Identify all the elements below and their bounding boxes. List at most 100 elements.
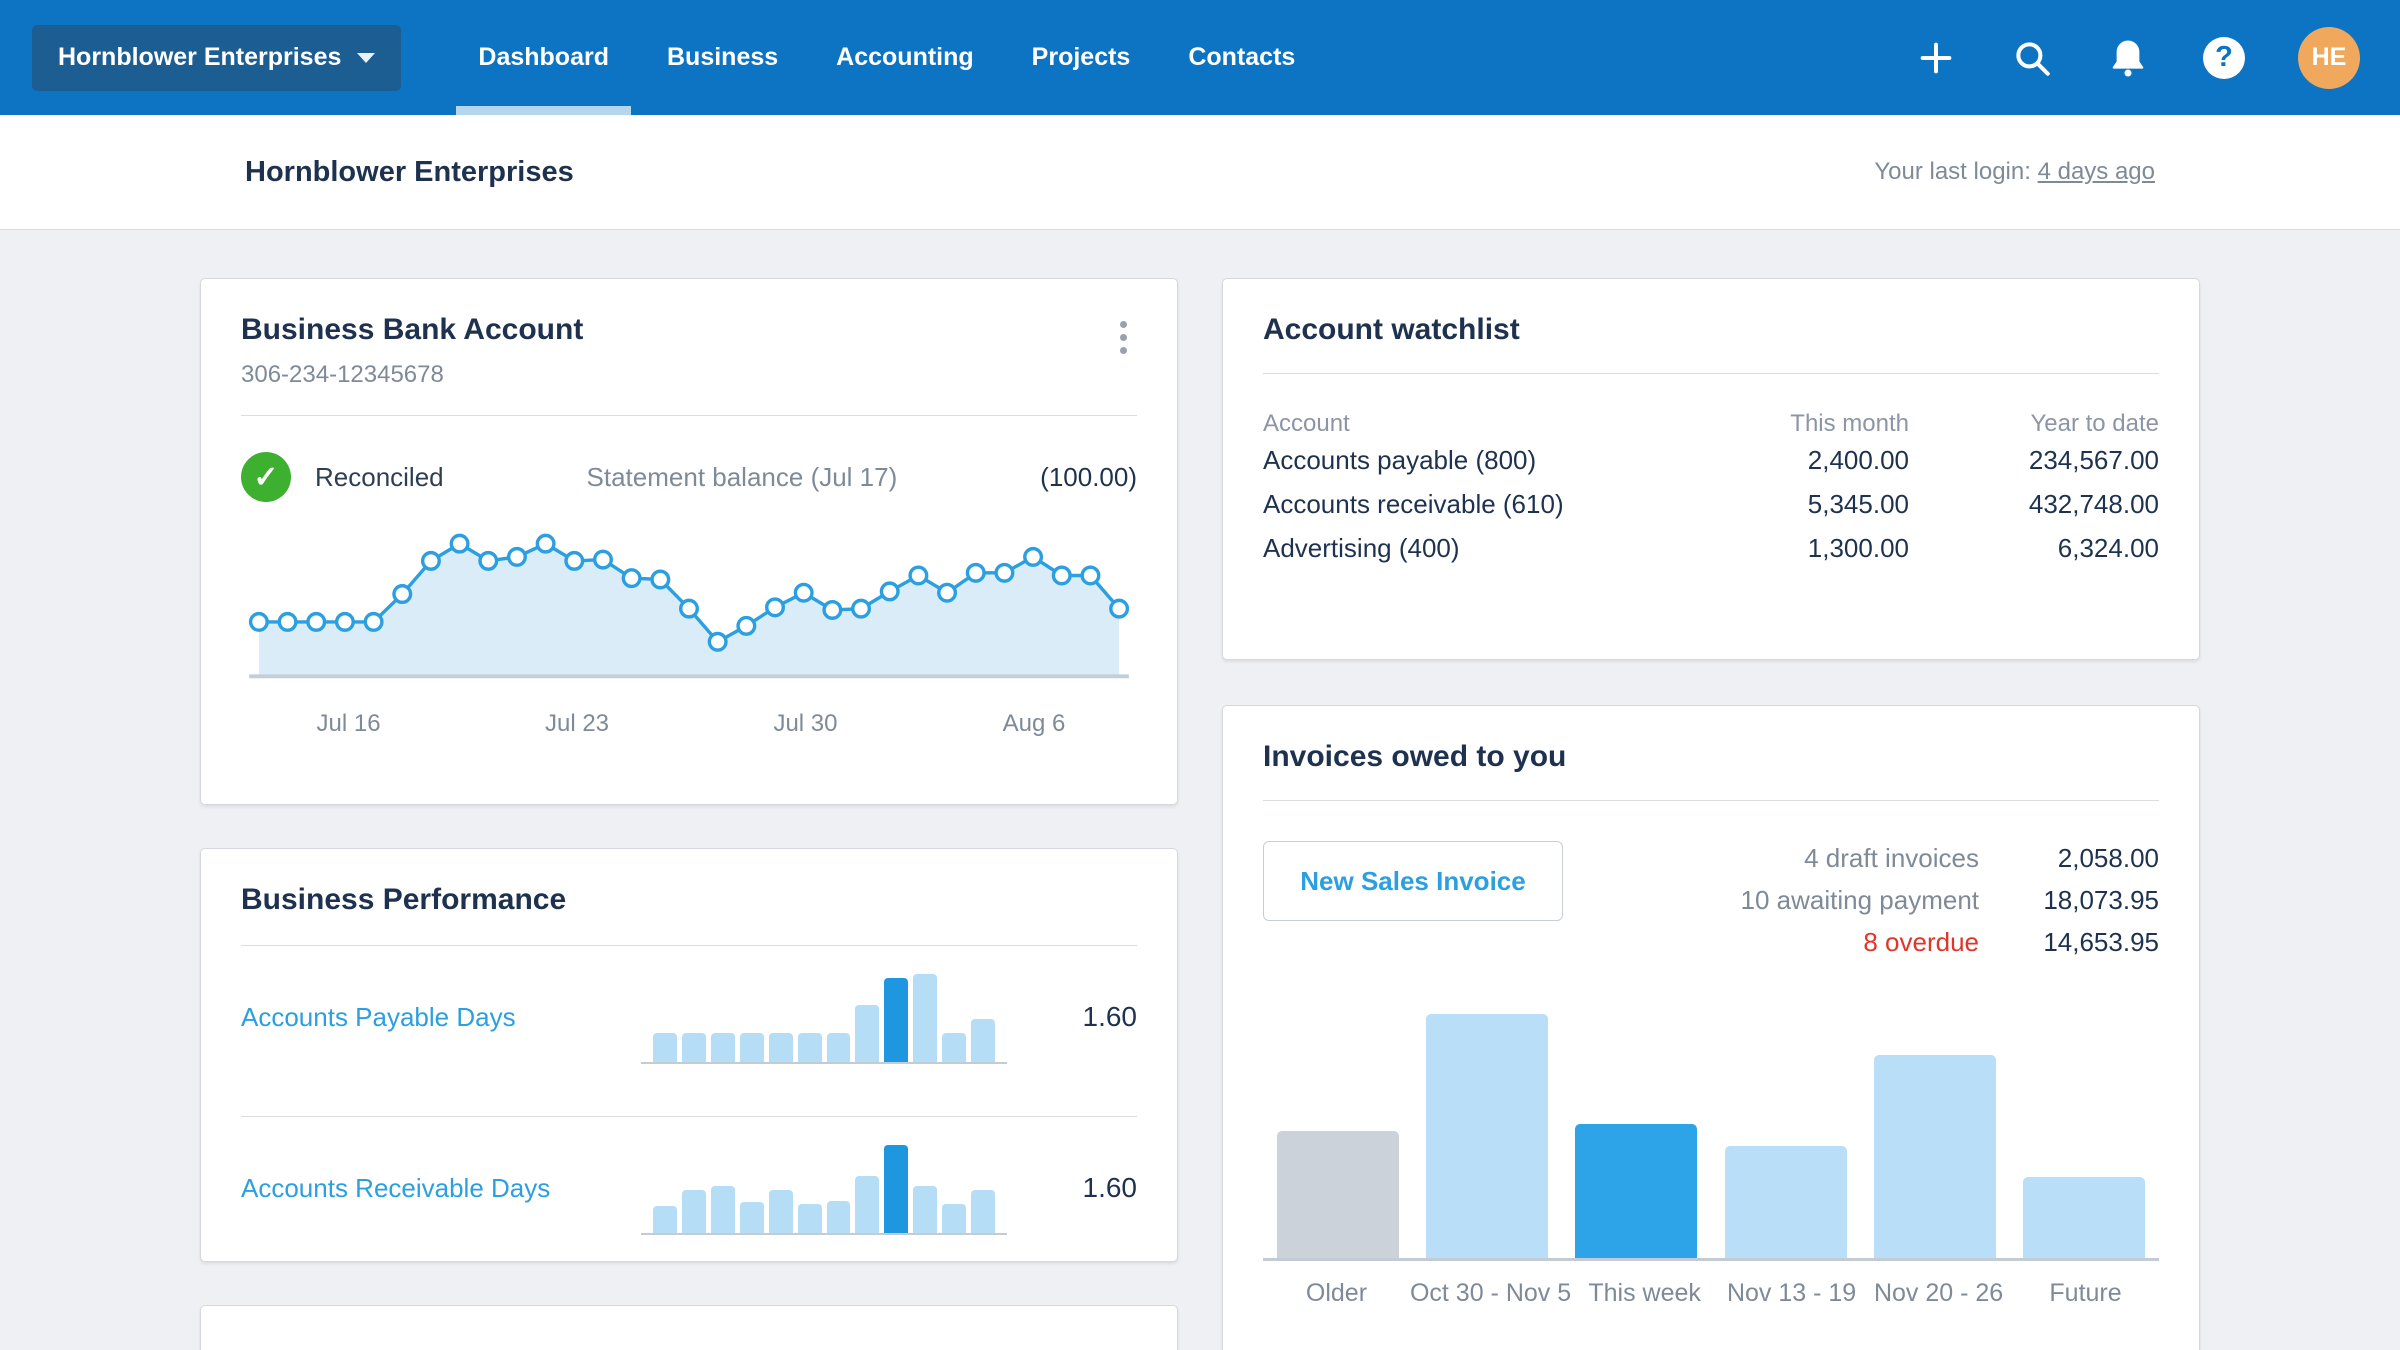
watchlist-this-month: 1,300.00 xyxy=(1807,533,1909,563)
left-column: Business Bank Account 306-234-12345678 ✓… xyxy=(200,278,1178,1350)
invoice-bar[interactable] xyxy=(1724,1146,1847,1258)
sparkline-bar xyxy=(884,1145,909,1233)
right-column: Account watchlist Account This month Yea… xyxy=(1222,278,2200,1350)
help-icon[interactable]: ? xyxy=(2202,36,2246,80)
bank-chart-x-labels: Jul 16 Jul 23 Jul 30 Aug 6 xyxy=(241,702,1137,744)
sparkline-bar xyxy=(942,1033,967,1062)
data-point-marker xyxy=(793,582,814,603)
data-point-marker xyxy=(592,549,613,570)
invoice-bar-label: Nov 20 - 26 xyxy=(1873,1279,2004,1307)
invoice-bar[interactable] xyxy=(2023,1177,2146,1258)
new-sales-invoice-button[interactable]: New Sales Invoice xyxy=(1263,841,1563,921)
performance-title: Business Performance xyxy=(241,883,567,916)
sparkline-bar xyxy=(826,1033,851,1062)
invoices-bars xyxy=(1263,1014,2159,1261)
sparkline-bar xyxy=(913,974,938,1062)
kebab-menu-icon[interactable] xyxy=(1110,313,1137,389)
account-watchlist-card: Account watchlist Account This month Yea… xyxy=(1222,278,2200,660)
bell-icon[interactable] xyxy=(2106,36,2150,80)
bank-account-number: 306-234-12345678 xyxy=(241,361,444,388)
watchlist-header-row: Account This month Year to date xyxy=(1263,410,2159,438)
performance-row-receivable: Accounts Receivable Days 1.60 xyxy=(241,1117,1137,1259)
invoice-bar[interactable] xyxy=(1575,1124,1698,1258)
bank-account-title[interactable]: Business Bank Account xyxy=(241,313,584,346)
data-point-marker xyxy=(564,550,585,571)
draft-invoices-label[interactable]: 4 draft invoices xyxy=(1804,843,1979,873)
nav-item-contacts[interactable]: Contacts xyxy=(1188,43,1296,71)
sparkline-bar xyxy=(855,1005,880,1062)
page-header: Hornblower Enterprises Your last login: … xyxy=(0,115,2400,230)
data-point-marker xyxy=(937,582,958,603)
watchlist-account: Accounts receivable (610) xyxy=(1263,489,1564,519)
sparkline-bar xyxy=(768,1190,793,1233)
nav-item-business[interactable]: Business xyxy=(667,43,779,71)
x-axis-label: Jul 30 xyxy=(773,710,838,737)
invoice-bar[interactable] xyxy=(1276,1131,1399,1258)
invoice-bar-slot xyxy=(2010,1015,2159,1258)
draft-invoices-value: 2,058.00 xyxy=(2057,843,2159,873)
question-mark-glyph: ? xyxy=(2203,36,2245,79)
data-point-marker xyxy=(506,546,527,567)
x-axis-label: Aug 6 xyxy=(1002,710,1066,737)
awaiting-payment-label[interactable]: 10 awaiting payment xyxy=(1740,885,1979,915)
next-card-partial xyxy=(200,1305,1178,1350)
data-point-marker xyxy=(879,581,900,602)
data-point-marker xyxy=(822,599,843,620)
receivable-days-value: 1.60 xyxy=(1082,1172,1138,1203)
divider xyxy=(241,1116,1137,1117)
watchlist-row: Advertising (400) 1,300.00 6,324.00 xyxy=(1263,526,2159,570)
sparkline-bar xyxy=(739,1202,764,1233)
invoices-summary-row: New Sales Invoice 4 draft invoices 2,058… xyxy=(1263,841,2159,959)
accounts-receivable-days-link[interactable]: Accounts Receivable Days xyxy=(241,1172,551,1203)
nav-item-dashboard[interactable]: Dashboard xyxy=(456,0,631,115)
invoice-bar[interactable] xyxy=(1873,1055,1996,1258)
user-avatar[interactable]: HE xyxy=(2298,26,2360,89)
invoice-bar[interactable] xyxy=(1425,1014,1548,1258)
reconciled-check-icon: ✓ xyxy=(241,452,291,502)
sparkline-bar xyxy=(653,1206,677,1233)
data-point-marker xyxy=(420,550,441,571)
data-point-marker xyxy=(965,562,986,583)
last-login-link[interactable]: 4 days ago xyxy=(2037,158,2155,185)
nav-item-projects[interactable]: Projects xyxy=(1031,43,1131,71)
invoice-bar-label: Future xyxy=(2049,1279,2122,1307)
sparkline-bar xyxy=(797,1033,822,1062)
data-point-marker xyxy=(994,562,1015,583)
sparkline-bar xyxy=(884,978,909,1062)
watchlist-ytd: 234,567.00 xyxy=(2028,445,2159,475)
watchlist-ytd: 432,748.00 xyxy=(2028,489,2159,519)
data-point-marker xyxy=(449,533,470,554)
watchlist-row: Accounts receivable (610) 5,345.00 432,7… xyxy=(1263,482,2159,526)
invoices-bar-chart: Older Oct 30 - Nov 5 This week Nov 13 - 19 N… xyxy=(1263,1014,2159,1308)
org-switcher[interactable]: Hornblower Enterprises xyxy=(32,24,402,91)
bank-balance-chart xyxy=(241,530,1137,688)
accounts-payable-days-link[interactable]: Accounts Payable Days xyxy=(241,1001,516,1032)
business-performance-card: Business Performance Accounts Payable Da… xyxy=(200,848,1178,1262)
overdue-row: 8 overdue 14,653.95 xyxy=(1741,925,2159,959)
data-point-marker xyxy=(363,611,384,632)
data-point-marker xyxy=(679,598,699,619)
divider xyxy=(1263,800,2159,801)
nav-item-accounting[interactable]: Accounting xyxy=(836,43,974,71)
awaiting-payment-row: 10 awaiting payment 18,073.95 xyxy=(1741,883,2159,917)
divider xyxy=(241,945,1137,946)
invoice-bar-slot xyxy=(1860,1015,2009,1258)
sparkline-bar xyxy=(971,1019,996,1062)
column-header-this-month: This month xyxy=(1790,410,1909,437)
data-point-marker xyxy=(621,568,642,589)
data-point-marker xyxy=(650,569,671,590)
bank-account-card: Business Bank Account 306-234-12345678 ✓… xyxy=(200,278,1178,805)
data-point-marker xyxy=(1051,565,1072,586)
overdue-label[interactable]: 8 overdue xyxy=(1863,927,1979,957)
plus-icon[interactable] xyxy=(1914,36,1958,80)
data-point-marker xyxy=(535,533,556,554)
data-point-marker xyxy=(478,550,499,571)
search-icon[interactable] xyxy=(2010,36,2054,80)
primary-nav: Dashboard Business Accounting Projects C… xyxy=(449,0,1324,115)
x-axis-label: Jul 23 xyxy=(544,710,610,737)
watchlist-account: Accounts payable (800) xyxy=(1263,445,1537,475)
invoice-bar-label: This week xyxy=(1588,1279,1701,1307)
page-title: Hornblower Enterprises xyxy=(245,155,574,188)
invoice-bar-slot xyxy=(1263,1015,1412,1258)
sparkline-bar xyxy=(942,1204,967,1233)
